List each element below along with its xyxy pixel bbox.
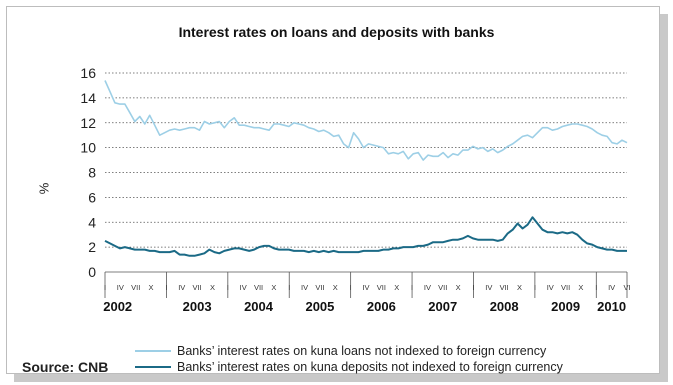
x-month-tick-label: X xyxy=(210,283,215,292)
legend-swatch-deposits xyxy=(135,366,171,368)
x-month-tick-label: VII xyxy=(377,283,386,292)
x-month-tick-label: VII xyxy=(254,283,263,292)
x-month-tick-label: VII xyxy=(561,283,570,292)
x-month-tick-label: I xyxy=(227,283,229,292)
x-month-tick-label: VII xyxy=(438,283,447,292)
y-tick-label: 12 xyxy=(80,115,96,131)
x-month-tick-label: IV xyxy=(301,283,308,292)
chart-panel xyxy=(6,6,660,374)
x-month-tick-label: I xyxy=(288,283,290,292)
x-month-tick-label: IV xyxy=(485,283,492,292)
x-year-label: 2009 xyxy=(551,299,580,314)
x-month-tick-label: X xyxy=(517,283,522,292)
x-month-tick-label: I xyxy=(165,283,167,292)
x-month-tick-label: IV xyxy=(240,283,247,292)
x-month-tick-label: I xyxy=(350,283,352,292)
y-tick-label: 8 xyxy=(88,165,96,181)
y-tick-label: 14 xyxy=(80,90,96,106)
y-axis-label: % xyxy=(36,182,52,195)
x-year-label: 2003 xyxy=(183,299,212,314)
chart-title: Interest rates on loans and deposits wit… xyxy=(178,24,495,40)
legend-item-deposits: Banks’ interest rates on kuna deposits n… xyxy=(135,359,563,375)
y-tick-label: 4 xyxy=(88,214,96,230)
legend-label-loans: Banks’ interest rates on kuna loans not … xyxy=(177,344,547,358)
legend: Banks’ interest rates on kuna loans not … xyxy=(135,343,563,375)
x-month-tick-label: I xyxy=(472,283,474,292)
series-line-loans xyxy=(104,80,628,161)
legend-swatch-loans xyxy=(135,350,171,352)
legend-item-loans: Banks’ interest rates on kuna loans not … xyxy=(135,343,563,359)
x-month-tick-label: I xyxy=(104,283,106,292)
y-tick-label: 0 xyxy=(88,264,96,280)
x-year-label: 2010 xyxy=(597,299,626,314)
x-month-tick-label: VII xyxy=(500,283,509,292)
x-month-tick-label: IV xyxy=(178,283,185,292)
x-month-tick-label: I xyxy=(534,283,536,292)
x-month-tick-label: VII xyxy=(315,283,324,292)
x-month-tick-label: IV xyxy=(547,283,554,292)
x-year-label: 2007 xyxy=(428,299,457,314)
x-month-tick-label: X xyxy=(271,283,276,292)
x-month-tick-label: IV xyxy=(362,283,369,292)
x-month-tick-label: X xyxy=(149,283,154,292)
x-year-label: 2002 xyxy=(103,299,132,314)
x-month-tick-label: I xyxy=(411,283,413,292)
x-year-label: 2008 xyxy=(490,299,519,314)
y-tick-label: 6 xyxy=(88,189,96,205)
x-month-tick-label: X xyxy=(394,283,399,292)
x-month-tick-label: VII xyxy=(193,283,202,292)
x-month-tick-label: X xyxy=(456,283,461,292)
source-label: Source: CNB xyxy=(22,359,109,375)
x-month-tick-label: X xyxy=(333,283,338,292)
x-year-label: 2005 xyxy=(305,299,334,314)
y-tick-label: 2 xyxy=(88,239,96,255)
legend-label-deposits: Banks’ interest rates on kuna deposits n… xyxy=(177,360,563,374)
x-month-tick-label: IV xyxy=(424,283,431,292)
x-month-tick-label: IV xyxy=(117,283,124,292)
x-year-label: 2006 xyxy=(367,299,396,314)
x-month-tick-label: IV xyxy=(608,283,615,292)
x-month-tick-label: I xyxy=(595,283,597,292)
y-tick-label: 10 xyxy=(80,140,96,156)
y-tick-label: 16 xyxy=(80,65,96,81)
x-month-tick-label: X xyxy=(578,283,583,292)
x-year-label: 2004 xyxy=(244,299,274,314)
series-line-deposits xyxy=(104,216,627,257)
x-month-tick-label: VII xyxy=(131,283,140,292)
